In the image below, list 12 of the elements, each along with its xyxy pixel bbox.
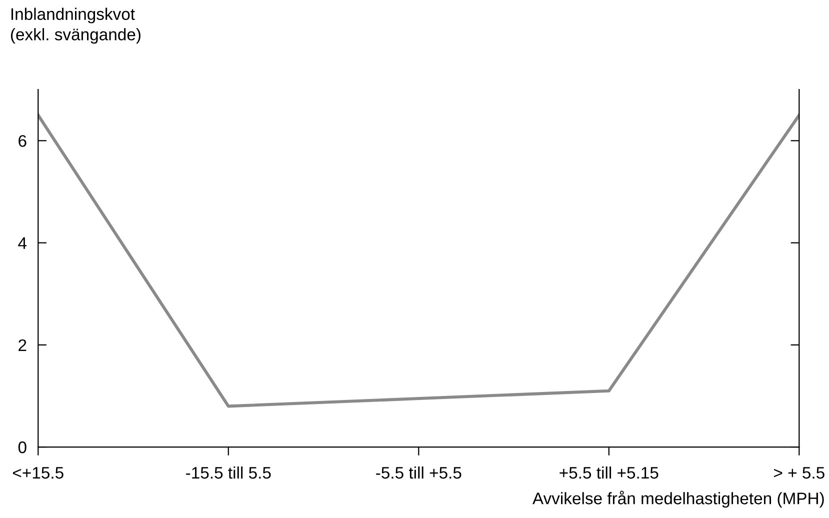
x-axis-title: Avvikelse från medelhastigheten (MPH) bbox=[532, 490, 824, 508]
y-tick-label: 6 bbox=[18, 135, 26, 147]
x-tick-label: +5.5 till +5.15 bbox=[560, 466, 658, 479]
x-tick-label: -15.5 till 5.5 bbox=[186, 466, 271, 479]
y-tick-label: 0 bbox=[18, 441, 26, 454]
y-axis-title: Inblandningskvot (exkl. svängande) bbox=[10, 8, 140, 44]
line-series bbox=[38, 114, 800, 408]
x-tick-label: > + 5.5 bbox=[774, 467, 824, 479]
x-tick-label: -5.5 till +5.5 bbox=[376, 466, 462, 479]
x-tick-label: <+15.5 bbox=[13, 467, 64, 479]
y-tick-label: 4 bbox=[18, 237, 27, 249]
y-tick-label: 2 bbox=[18, 339, 26, 351]
